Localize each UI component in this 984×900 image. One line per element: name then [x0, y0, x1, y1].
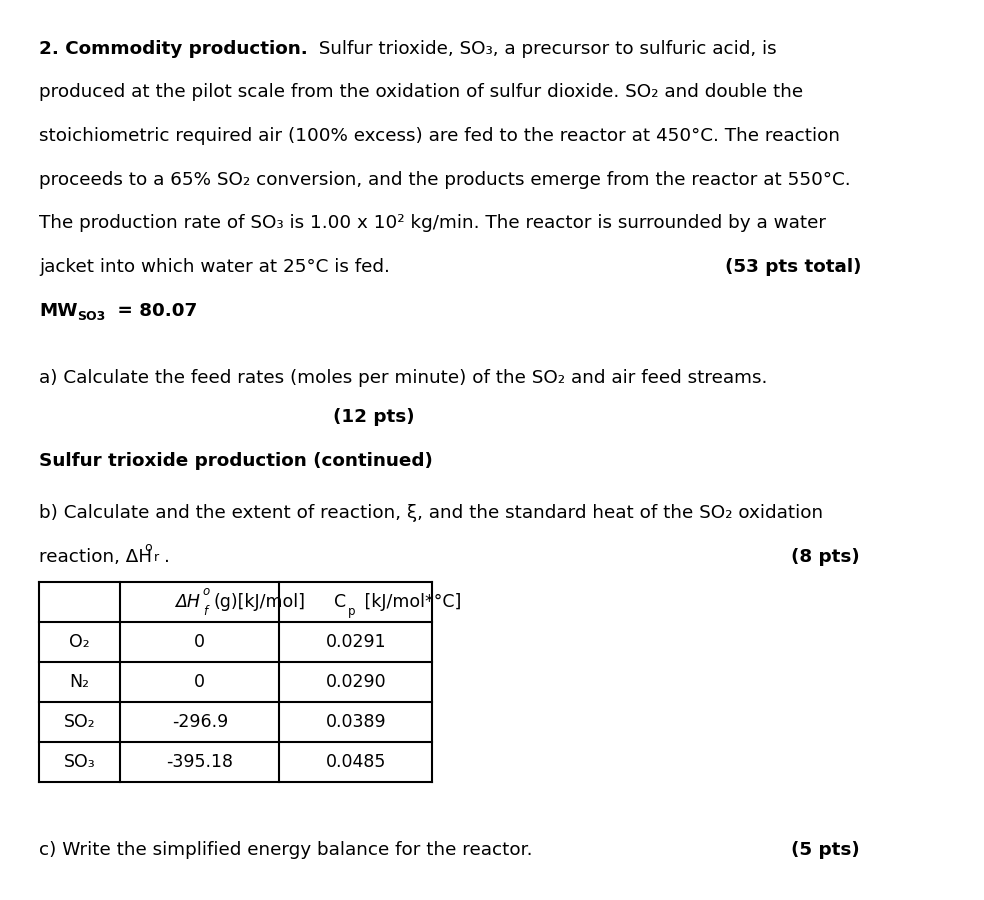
Text: -296.9: -296.9 — [171, 714, 228, 732]
Text: 2. Commodity production.: 2. Commodity production. — [39, 40, 308, 58]
Text: -395.18: -395.18 — [166, 753, 233, 771]
Text: 0.0291: 0.0291 — [326, 634, 386, 652]
Text: (12 pts): (12 pts) — [334, 409, 414, 427]
Text: C: C — [334, 593, 346, 611]
Text: stoichiometric required air (100% excess) are fed to the reactor at 450°C. The r: stoichiometric required air (100% excess… — [39, 127, 840, 145]
Text: o: o — [144, 541, 152, 554]
Text: Sulfur trioxide, SO₃, a precursor to sulfuric acid, is: Sulfur trioxide, SO₃, a precursor to sul… — [307, 40, 776, 58]
Text: [kJ/mol*°C]: [kJ/mol*°C] — [359, 593, 461, 611]
Text: c) Write the simplified energy balance for the reactor.: c) Write the simplified energy balance f… — [39, 842, 533, 859]
Text: Sulfur trioxide production (continued): Sulfur trioxide production (continued) — [39, 452, 433, 470]
Text: O₂: O₂ — [70, 634, 90, 652]
Text: jacket into which water at 25°C is fed.: jacket into which water at 25°C is fed. — [39, 257, 391, 275]
Text: (5 pts): (5 pts) — [791, 842, 860, 859]
Text: MW: MW — [39, 302, 78, 319]
Text: f: f — [203, 605, 207, 617]
Text: = 80.07: = 80.07 — [111, 302, 198, 319]
Text: SO3: SO3 — [77, 310, 105, 322]
Text: produced at the pilot scale from the oxidation of sulfur dioxide. SO₂ and double: produced at the pilot scale from the oxi… — [39, 84, 804, 102]
Text: a) Calculate the feed rates (moles per minute) of the SO₂ and air feed streams.: a) Calculate the feed rates (moles per m… — [39, 369, 768, 387]
Text: (g)[kJ/mol]: (g)[kJ/mol] — [214, 593, 305, 611]
Text: 0.0290: 0.0290 — [326, 673, 386, 691]
Text: 0.0389: 0.0389 — [326, 714, 386, 732]
Text: N₂: N₂ — [70, 673, 90, 691]
Text: .: . — [164, 548, 170, 566]
Text: The production rate of SO₃ is 1.00 x 10² kg/min. The reactor is surrounded by a : The production rate of SO₃ is 1.00 x 10²… — [39, 214, 827, 232]
Text: (8 pts): (8 pts) — [791, 548, 860, 566]
Text: 0: 0 — [194, 634, 206, 652]
Text: b) Calculate and the extent of reaction, ξ, and the standard heat of the SO₂ oxi: b) Calculate and the extent of reaction,… — [39, 505, 824, 523]
Text: r: r — [154, 551, 159, 563]
Text: ΔH: ΔH — [175, 593, 200, 611]
Text: p: p — [348, 605, 355, 617]
Text: o: o — [203, 585, 210, 598]
Text: SO₃: SO₃ — [64, 753, 95, 771]
Text: 0: 0 — [194, 673, 206, 691]
Text: reaction, ΔH: reaction, ΔH — [39, 548, 153, 566]
Text: (53 pts total): (53 pts total) — [725, 257, 862, 275]
Text: SO₂: SO₂ — [64, 714, 95, 732]
Text: 0.0485: 0.0485 — [326, 753, 386, 771]
Text: proceeds to a 65% SO₂ conversion, and the products emerge from the reactor at 55: proceeds to a 65% SO₂ conversion, and th… — [39, 171, 851, 188]
